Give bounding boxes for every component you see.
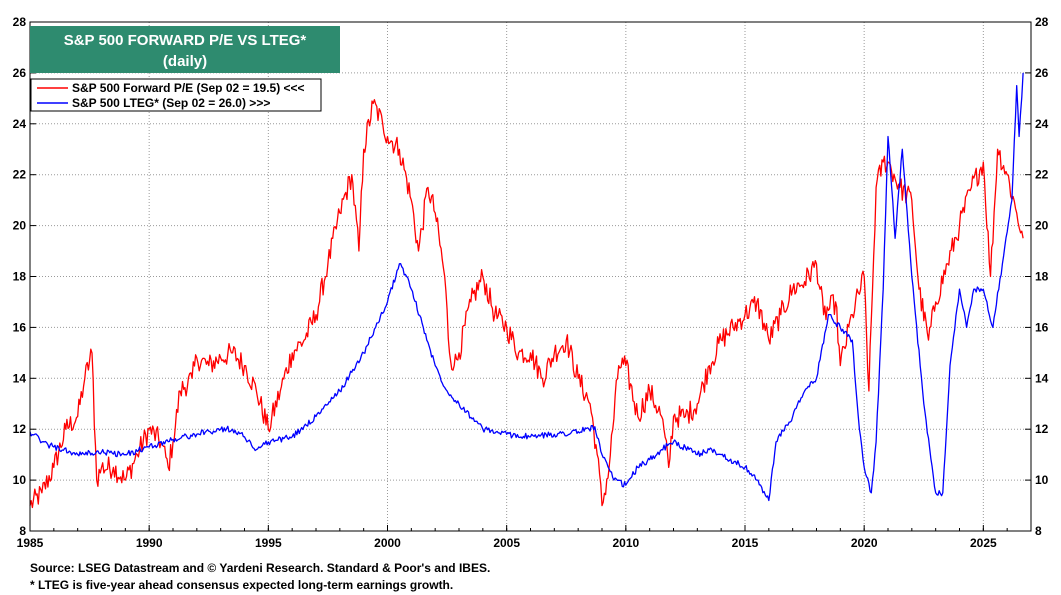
- legend-label-lteg: S&P 500 LTEG* (Sep 02 = 26.0) >>>: [72, 96, 270, 110]
- source-note: Source: LSEG Datastream and © Yardeni Re…: [30, 561, 491, 575]
- y-tick-label-left: 28: [13, 15, 27, 29]
- x-tick-label: 2000: [374, 536, 401, 550]
- y-tick-label-right: 20: [1035, 219, 1049, 233]
- y-tick-label-left: 12: [13, 422, 27, 436]
- y-tick-label-right: 16: [1035, 320, 1049, 334]
- x-tick-label: 2025: [970, 536, 997, 550]
- y-tick-label-right: 14: [1035, 371, 1049, 385]
- x-tick-label: 2010: [612, 536, 639, 550]
- x-tick-label: 2015: [732, 536, 759, 550]
- y-tick-label-right: 28: [1035, 15, 1049, 29]
- y-tick-label-right: 10: [1035, 473, 1049, 487]
- y-tick-label-left: 14: [13, 371, 27, 385]
- chart-title-box: S&P 500 FORWARD P/E VS LTEG* (daily): [30, 26, 340, 73]
- legend-label-forward-pe: S&P 500 Forward P/E (Sep 02 = 19.5) <<<: [72, 81, 305, 95]
- legend: S&P 500 Forward P/E (Sep 02 = 19.5) <<< …: [30, 78, 322, 112]
- chart-subtitle: (daily): [163, 53, 207, 70]
- x-tick-label: 1990: [136, 536, 163, 550]
- y-tick-label-left: 16: [13, 320, 27, 334]
- x-tick-label: 2005: [493, 536, 520, 550]
- x-tick-label: 2020: [851, 536, 878, 550]
- y-tick-label-left: 18: [13, 270, 27, 284]
- y-tick-label-right: 26: [1035, 66, 1049, 80]
- y-tick-label-left: 24: [13, 117, 27, 131]
- y-tick-label-left: 10: [13, 473, 27, 487]
- y-tick-label-left: 20: [13, 219, 27, 233]
- forward-pe-line: [29, 99, 1024, 509]
- y-tick-label-left: 22: [13, 168, 27, 182]
- y-tick-label-right: 12: [1035, 422, 1049, 436]
- series-layer: [29, 72, 1024, 509]
- lteg-line: [29, 72, 1024, 502]
- y-tick-label-right: 22: [1035, 168, 1049, 182]
- y-tick-label-right: 18: [1035, 270, 1049, 284]
- y-tick-label-left: 26: [13, 66, 27, 80]
- x-tick-label: 1985: [17, 536, 44, 550]
- y-tick-label-right: 24: [1035, 117, 1049, 131]
- lteg-footnote: * LTEG is five-year ahead consensus expe…: [30, 578, 454, 592]
- y-tick-label-right: 8: [1035, 524, 1042, 538]
- chart-title: S&P 500 FORWARD P/E VS LTEG*: [64, 32, 307, 49]
- x-tick-label: 1995: [255, 536, 282, 550]
- y-tick-label-left: 8: [19, 524, 26, 538]
